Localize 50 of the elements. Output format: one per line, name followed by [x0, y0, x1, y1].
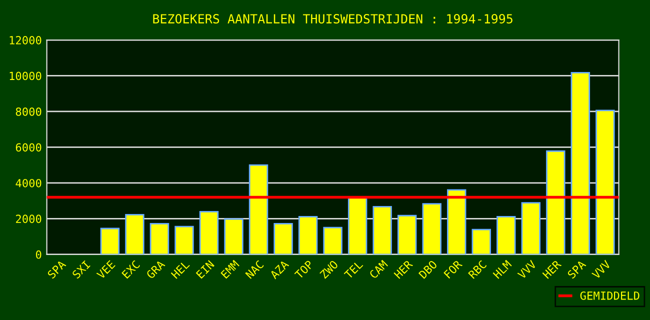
bar	[496, 216, 516, 254]
bar	[298, 216, 318, 254]
x-tick-label: AZA	[270, 260, 290, 280]
x-tick-label: ZWO	[319, 260, 338, 279]
bar	[570, 72, 590, 254]
bar	[323, 226, 342, 254]
x-tick-label: GRA	[146, 260, 166, 280]
y-tick-label: 10000	[10, 72, 42, 80]
x-tick-label: RBC	[468, 260, 487, 280]
x-tick-label: VVV	[591, 260, 611, 280]
x-tick-label: VVV	[517, 260, 537, 280]
x-tick-label: HER	[394, 260, 414, 279]
y-tick-label: 0	[36, 250, 42, 259]
bar	[248, 164, 268, 254]
bar	[174, 226, 194, 254]
x-tick-label: DBO	[418, 260, 438, 280]
x-tick-label: SPA	[566, 260, 586, 280]
bar	[422, 203, 442, 254]
bar	[397, 214, 417, 254]
y-tick-label: 6000	[16, 143, 42, 152]
bar	[447, 189, 466, 254]
bar	[596, 110, 615, 254]
bar	[348, 197, 368, 254]
x-tick-label: SPA	[46, 260, 66, 280]
x-tick-label: HER	[542, 260, 562, 279]
bar	[472, 228, 491, 254]
chart-title: BEZOEKERS AANTALLEN THUISWEDSTRIJDEN : 1994-1995	[153, 14, 512, 24]
y-tick-label: 4000	[16, 178, 42, 188]
x-tick-label: TOP	[294, 260, 314, 280]
legend-label: GEMIDDELD	[580, 291, 640, 300]
bar	[521, 202, 541, 254]
bar	[372, 206, 392, 254]
x-tick-label: CAM	[368, 260, 388, 280]
bar	[100, 228, 120, 254]
bar	[224, 218, 244, 254]
y-tick-label: 12000	[10, 36, 42, 44]
bar	[274, 222, 293, 254]
x-tick-label: NAC	[245, 260, 264, 280]
x-tick-label: VEE	[96, 260, 116, 280]
bar	[125, 214, 144, 254]
x-tick-label: FOR	[443, 259, 463, 279]
bar	[546, 150, 566, 254]
x-tick-label: SXI	[72, 260, 91, 280]
x-tick-label: HEL	[170, 260, 190, 279]
y-tick-label: 8000	[16, 107, 42, 116]
y-tick-label: 2000	[16, 214, 42, 224]
bar	[150, 222, 170, 254]
x-tick-label: TEL	[344, 260, 364, 280]
x-tick-label: EXC	[121, 260, 140, 279]
bar	[199, 211, 219, 254]
